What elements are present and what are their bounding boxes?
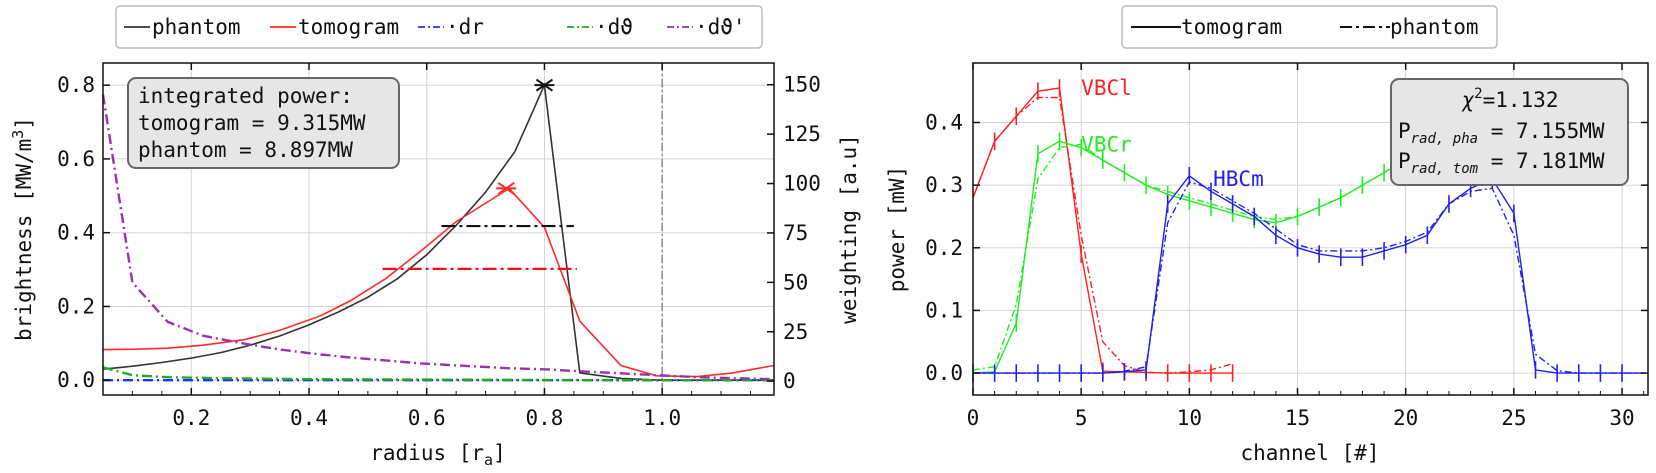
right-legend-label-0: tomogram — [1181, 15, 1282, 39]
left-xtick-label: 0.2 — [172, 406, 210, 430]
series-phantom-line — [102, 82, 774, 382]
left-right-ytick-label: 100 — [783, 172, 821, 196]
left-xtick-label: 0.8 — [525, 406, 563, 430]
left-right-ytick-label: 0 — [783, 369, 796, 393]
left-xtick-label: 1.0 — [643, 406, 681, 430]
peak-marker-tomogram — [496, 182, 517, 195]
left-ytick-label: 0.8 — [57, 73, 95, 97]
series-tomogram-line — [102, 187, 775, 378]
left-yaxis-label: brightness [MW/m3] — [9, 117, 36, 341]
series-dϑ'-line — [101, 94, 775, 381]
legend-label-2: ·dr — [446, 15, 484, 39]
left-plot-frame — [102, 62, 775, 396]
left-right-ytick-label: 75 — [783, 221, 808, 245]
series-VBCl-tomogram-line — [972, 87, 1233, 374]
integrated-power-title: integrated power: — [138, 84, 353, 108]
left-ytick-label: 0.2 — [57, 294, 95, 318]
left-right-ytick-label: 25 — [783, 320, 808, 344]
right-xtick-label: 30 — [1609, 406, 1634, 430]
right-chart: VBCl VBCr HBCm 0 5 10 15 20 25 30 0.0 0.1 0.2 0.3 0.4… — [885, 5, 1649, 465]
left-ticks: 0.2 0.4 0.6 0.8 1.0 0.0 0.2 0.4 0.6 0.8 0 25 50 75 100… — [57, 63, 821, 430]
series-HBCm-phantom-line — [973, 181, 1644, 374]
right-xtick-label: 5 — [1075, 406, 1088, 430]
integrated-power-phantom: phantom = 8.897MW — [138, 138, 353, 162]
left-xtick-label: 0.6 — [408, 406, 446, 430]
right-xtick-label: 0 — [967, 406, 980, 430]
left-right-ytick-label: 125 — [783, 122, 821, 146]
left-ytick-label: 0.4 — [57, 221, 95, 245]
left-legend: phantom tomogram ·dr ·dϑ ·dϑ' — [115, 5, 763, 49]
left-chart: 0.2 0.4 0.6 0.8 1.0 0.0 0.2 0.4 0.6 0.8 0 25 50 75 100… — [9, 5, 861, 469]
series-dϑ-line — [102, 366, 774, 382]
series-VBCr-phantom-line — [972, 143, 1428, 371]
right-yaxis-label: power [mW] — [885, 166, 909, 292]
left-ytick-label: 0.6 — [57, 147, 95, 171]
legend-label-3: ·dϑ — [595, 15, 633, 39]
series-VBCr-tomogram-line — [972, 140, 1428, 374]
left-right-yaxis-label: weighting [a.u] — [837, 134, 861, 324]
legend-label-0: phantom — [152, 15, 241, 39]
right-ytick-label: 0.3 — [925, 173, 963, 197]
right-legend-box — [1121, 5, 1498, 49]
right-xtick-label: 20 — [1393, 406, 1418, 430]
integrated-power-box-bg — [127, 77, 400, 169]
right-ytick-label: 0.1 — [925, 298, 963, 322]
right-ytick-label: 0.4 — [925, 111, 963, 135]
legend-label-4: ·dϑ' — [695, 15, 746, 39]
left-ytick-label: 0.0 — [57, 368, 95, 392]
left-right-ytick-label: 50 — [783, 270, 808, 294]
right-ytick-label: 0.2 — [925, 236, 963, 260]
prad-tomogram-label: Prad, tom = 7.181MW — [1398, 149, 1605, 177]
integrated-power-tomogram: tomogram = 9.315MW — [138, 111, 366, 135]
left-right-ytick-label: 150 — [783, 73, 821, 97]
left-series-layer — [101, 78, 775, 382]
right-plot-frame — [972, 62, 1649, 396]
channel-group-label: VBCl — [1081, 76, 1132, 100]
fit-stats-box-bg — [1390, 78, 1629, 186]
right-ticks: 0 5 10 15 20 25 30 0.0 0.1 0.2 0.3 0.4 — [925, 63, 1648, 430]
integrated-power-box: integrated power: tomogram = 9.315MW pha… — [127, 77, 400, 169]
right-xtick-label: 25 — [1501, 406, 1526, 430]
right-xtick-label: 15 — [1285, 406, 1310, 430]
right-xaxis-label: channel [#] — [1240, 441, 1379, 465]
left-xtick-label: 0.4 — [290, 406, 328, 430]
fit-stats-box: χ2=1.132 Prad, pha = 7.155MW Prad, tom =… — [1390, 78, 1629, 186]
right-legend: tomogram phantom — [1121, 5, 1498, 49]
right-series-layer: VBCl VBCr HBCm — [972, 76, 1644, 382]
right-ytick-label: 0.0 — [925, 361, 963, 385]
prad-phantom-label: Prad, pha = 7.155MW — [1398, 119, 1605, 147]
chi-square-label: χ2=1.132 — [1462, 86, 1559, 112]
legend-label-1: tomogram — [298, 15, 399, 39]
channel-group-label: HBCm — [1213, 167, 1264, 191]
left-xaxis-label: radius [ra] — [370, 441, 505, 469]
right-xtick-label: 10 — [1177, 406, 1202, 430]
right-legend-label-1: phantom — [1390, 15, 1479, 39]
peak-marker-phantom — [534, 78, 555, 92]
series-HBCm-tomogram-line — [973, 174, 1644, 374]
channel-group-label: VBCr — [1081, 132, 1132, 156]
